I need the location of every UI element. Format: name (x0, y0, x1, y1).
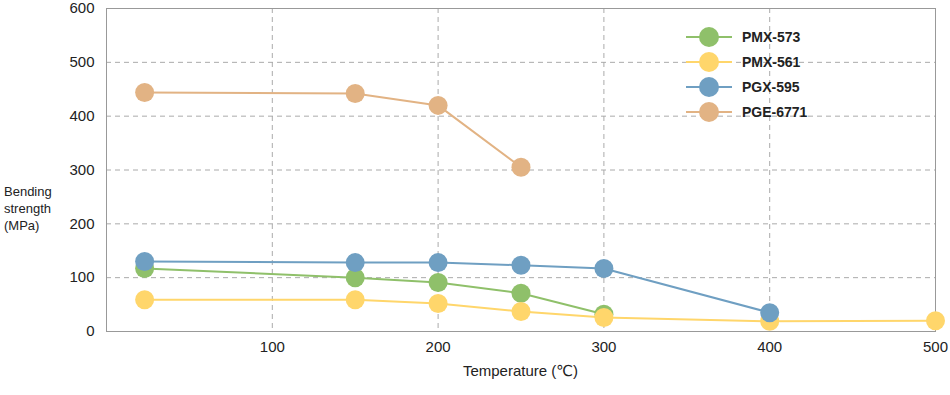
svg-text:100: 100 (260, 338, 285, 355)
svg-text:300: 300 (591, 338, 616, 355)
svg-text:500: 500 (923, 338, 948, 355)
html-text:Temperature (℃): Temperature (℃) (462, 362, 579, 379)
svg-text:200: 200 (426, 338, 451, 355)
svg-text:200: 200 (69, 215, 94, 232)
svg-text:400: 400 (69, 107, 94, 124)
html-text:Bending strength (MPa): Bending strength (MPa) (4, 184, 52, 233)
html-text:PMX-573: PMX-573 (742, 28, 801, 45)
svg-text:300: 300 (69, 161, 94, 178)
svg-text:500: 500 (69, 53, 94, 70)
svg-text:100: 100 (69, 268, 94, 285)
html-text:PGE-6771: PGE-6771 (742, 103, 808, 120)
svg-text:0: 0 (86, 322, 94, 339)
html-text:PMX-561: PMX-561 (742, 53, 801, 70)
svg-text:600: 600 (69, 0, 94, 16)
html-text:PGX-595: PGX-595 (742, 78, 800, 95)
svg-text:400: 400 (757, 338, 782, 355)
